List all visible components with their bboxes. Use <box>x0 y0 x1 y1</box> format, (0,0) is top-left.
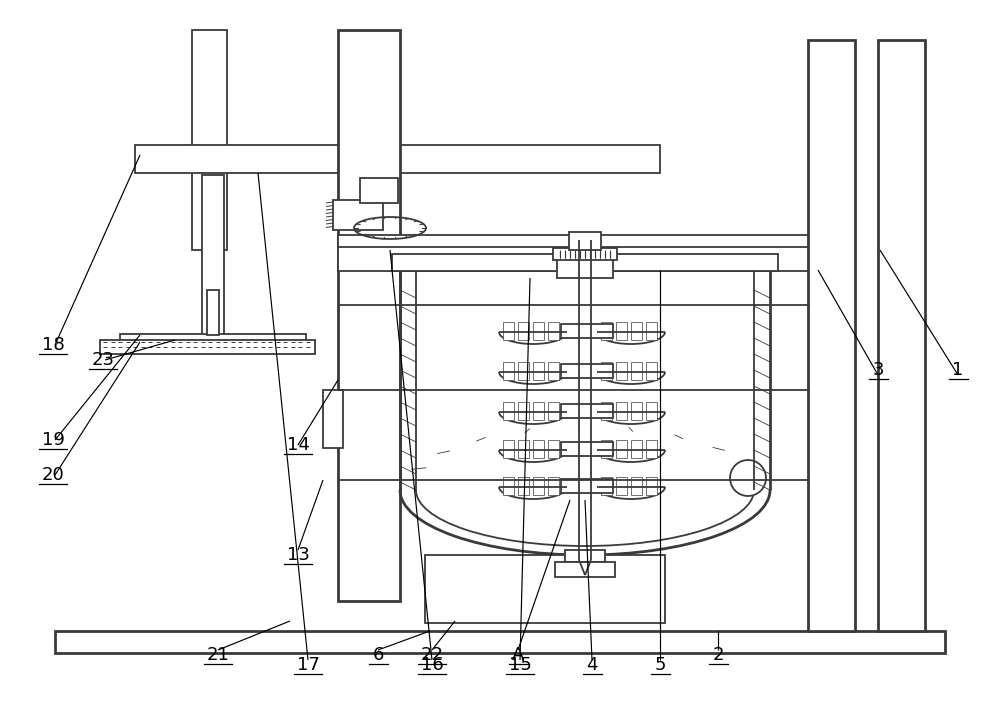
Bar <box>503 477 514 495</box>
Bar <box>518 322 529 340</box>
Bar <box>533 362 544 380</box>
Bar <box>616 402 627 420</box>
Bar <box>338 235 808 247</box>
Bar <box>616 322 627 340</box>
Bar <box>601 477 612 495</box>
Bar <box>503 402 514 420</box>
Bar <box>202 175 224 335</box>
Text: 6: 6 <box>372 646 384 664</box>
Bar <box>192 30 227 250</box>
Bar <box>518 477 529 495</box>
Text: 14: 14 <box>287 436 309 454</box>
Bar <box>548 477 559 495</box>
Text: 3: 3 <box>872 361 884 379</box>
Bar <box>561 324 613 338</box>
Bar <box>646 402 657 420</box>
Text: 18: 18 <box>42 336 64 354</box>
Bar <box>548 402 559 420</box>
Bar <box>561 479 613 493</box>
Bar <box>616 477 627 495</box>
Text: 17: 17 <box>297 656 319 674</box>
Bar <box>646 440 657 458</box>
Bar <box>631 362 642 380</box>
Bar <box>338 245 808 271</box>
Text: 4: 4 <box>586 656 598 674</box>
Bar <box>601 402 612 420</box>
Bar <box>333 200 383 230</box>
Bar <box>323 390 343 448</box>
Bar <box>555 562 615 577</box>
Text: 19: 19 <box>42 431 64 449</box>
Bar <box>533 322 544 340</box>
Bar <box>503 362 514 380</box>
Bar <box>533 477 544 495</box>
Text: 15: 15 <box>509 656 531 674</box>
Bar <box>533 440 544 458</box>
Bar <box>55 631 945 653</box>
Bar <box>569 232 601 250</box>
Bar <box>616 440 627 458</box>
Bar <box>392 254 778 271</box>
Bar <box>631 322 642 340</box>
Circle shape <box>730 460 766 496</box>
Bar <box>338 30 400 601</box>
Bar <box>646 362 657 380</box>
Bar <box>646 322 657 340</box>
Bar <box>100 340 315 354</box>
Bar <box>135 145 660 173</box>
Bar <box>631 477 642 495</box>
Bar <box>548 322 559 340</box>
Bar <box>601 322 612 340</box>
Text: 5: 5 <box>654 656 666 674</box>
Bar <box>565 550 605 562</box>
Bar <box>601 440 612 458</box>
Bar <box>360 178 398 203</box>
Text: 21: 21 <box>207 646 229 664</box>
Bar <box>557 258 613 278</box>
Bar <box>518 402 529 420</box>
Bar <box>808 40 855 631</box>
Text: 2: 2 <box>712 646 724 664</box>
Bar <box>548 362 559 380</box>
Bar <box>425 555 665 623</box>
Bar <box>646 477 657 495</box>
Bar <box>548 440 559 458</box>
Text: 23: 23 <box>92 351 114 369</box>
Bar <box>503 322 514 340</box>
Bar <box>631 402 642 420</box>
Text: 13: 13 <box>287 546 309 564</box>
Bar <box>561 404 613 418</box>
Text: 20: 20 <box>42 466 64 484</box>
Bar <box>561 364 613 378</box>
Bar <box>561 442 613 456</box>
Bar <box>207 290 219 335</box>
Bar <box>631 440 642 458</box>
Text: 22: 22 <box>420 646 444 664</box>
Bar <box>120 334 306 349</box>
Bar <box>518 362 529 380</box>
Bar <box>533 402 544 420</box>
Text: A: A <box>512 646 524 664</box>
Bar <box>518 440 529 458</box>
Bar <box>503 440 514 458</box>
Bar <box>878 40 925 631</box>
Bar <box>616 362 627 380</box>
Text: 16: 16 <box>421 656 443 674</box>
Bar <box>601 362 612 380</box>
Text: 1: 1 <box>952 361 964 379</box>
Bar <box>553 248 617 260</box>
